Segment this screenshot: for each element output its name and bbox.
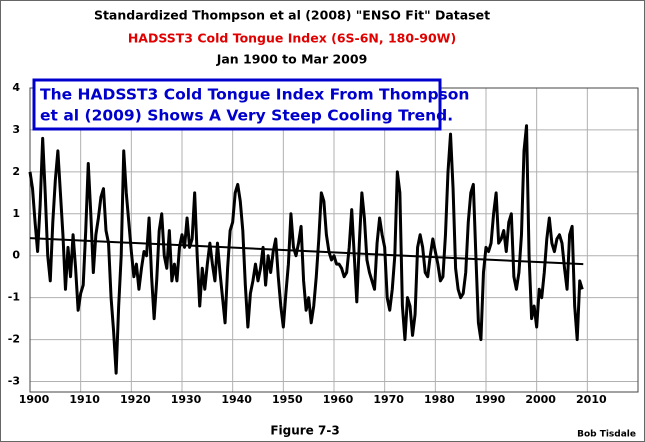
x-tick-label: 1950: [272, 393, 303, 406]
y-tick-label: -3: [8, 375, 20, 388]
chart-subtitle: Jan 1900 to Mar 2009: [216, 52, 368, 67]
y-tick-label: -1: [8, 291, 20, 304]
x-tick-label: 1970: [373, 393, 404, 406]
x-tick-label: 1960: [323, 393, 354, 406]
figure-caption: Figure 7-3: [270, 424, 339, 438]
x-tick-label: 1980: [424, 393, 455, 406]
annotation-box: [32, 78, 442, 131]
author: Bob Tisdale: [577, 430, 636, 440]
y-tick-label: 2: [12, 165, 20, 178]
y-tick-label: -2: [8, 333, 20, 346]
x-tick-label: 1910: [69, 393, 100, 406]
x-tick-label: 2000: [525, 393, 556, 406]
y-tick-label: 4: [12, 81, 20, 94]
trend-line: [29, 237, 584, 266]
x-tick-label: 2010: [576, 393, 607, 406]
chart-title: Standardized Thompson et al (2008) "ENSO…: [94, 8, 490, 23]
x-tick-label: 1930: [171, 393, 202, 406]
data-line: [28, 124, 584, 375]
x-tick-label: 1990: [475, 393, 506, 406]
x-tick-label: 1920: [120, 393, 151, 406]
chart-subtitle: HADSST3 Cold Tongue Index (6S-6N, 180-90…: [128, 31, 456, 46]
x-tick-label: 1900: [19, 393, 50, 406]
x-tick-label: 1940: [221, 393, 252, 406]
y-tick-label: 1: [12, 207, 20, 220]
y-tick-label: 0: [12, 249, 20, 262]
y-tick-label: 3: [12, 123, 20, 136]
annotation-text: The HADSST3 Cold Tongue Index From Thomp…: [40, 86, 469, 104]
annotation-text: et al (2009) Shows A Very Steep Cooling …: [40, 107, 453, 125]
